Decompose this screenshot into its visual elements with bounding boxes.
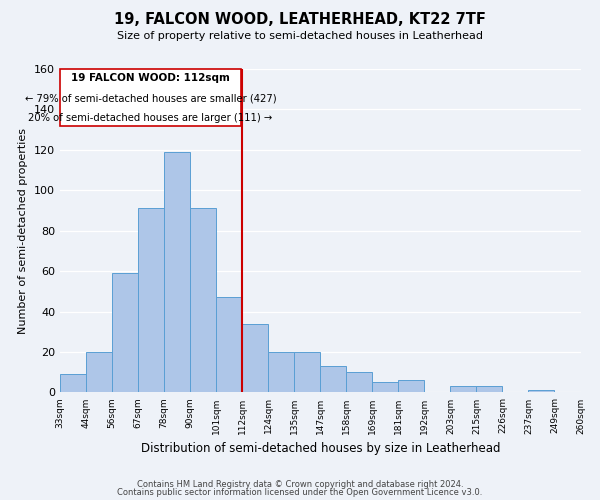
Bar [138, 208, 164, 392]
Bar [216, 298, 242, 392]
Bar [451, 386, 476, 392]
Bar [164, 152, 190, 392]
Bar [268, 352, 294, 393]
Bar [529, 390, 554, 392]
Bar [476, 386, 502, 392]
Text: 19, FALCON WOOD, LEATHERHEAD, KT22 7TF: 19, FALCON WOOD, LEATHERHEAD, KT22 7TF [114, 12, 486, 28]
Bar [60, 374, 86, 392]
Text: 19 FALCON WOOD: 112sqm: 19 FALCON WOOD: 112sqm [71, 73, 230, 83]
Y-axis label: Number of semi-detached properties: Number of semi-detached properties [19, 128, 28, 334]
Bar [112, 273, 138, 392]
Text: Size of property relative to semi-detached houses in Leatherhead: Size of property relative to semi-detach… [117, 31, 483, 41]
Bar [320, 366, 346, 392]
Text: Contains HM Land Registry data © Crown copyright and database right 2024.: Contains HM Land Registry data © Crown c… [137, 480, 463, 489]
Bar [242, 324, 268, 392]
Bar [190, 208, 216, 392]
Bar [373, 382, 398, 392]
Bar [398, 380, 424, 392]
X-axis label: Distribution of semi-detached houses by size in Leatherhead: Distribution of semi-detached houses by … [140, 442, 500, 455]
Bar [60, 69, 241, 126]
Bar [294, 352, 320, 393]
Text: 20% of semi-detached houses are larger (111) →: 20% of semi-detached houses are larger (… [28, 114, 272, 124]
Text: ← 79% of semi-detached houses are smaller (427): ← 79% of semi-detached houses are smalle… [25, 94, 276, 104]
Bar [86, 352, 112, 393]
Bar [346, 372, 373, 392]
Text: Contains public sector information licensed under the Open Government Licence v3: Contains public sector information licen… [118, 488, 482, 497]
